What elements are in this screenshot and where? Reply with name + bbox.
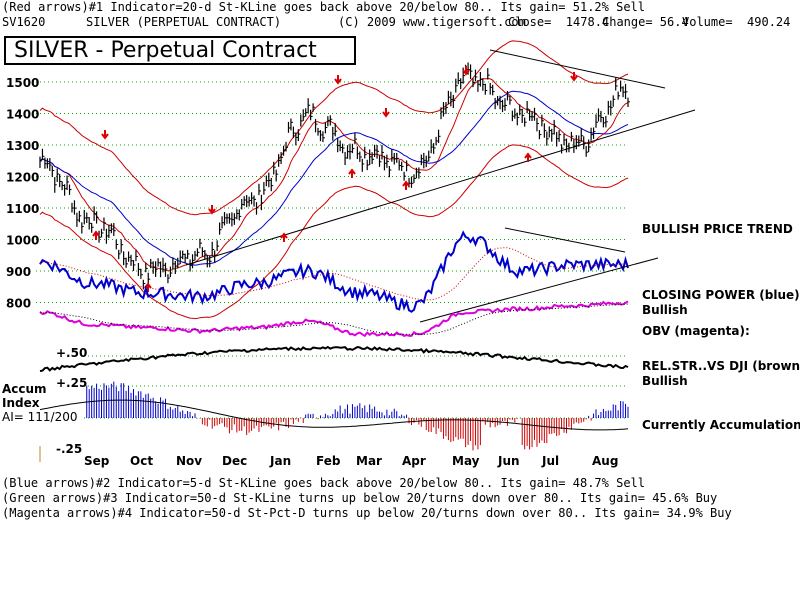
y-tick-label: 1200 <box>6 171 39 185</box>
header-change: Change= 56.4 <box>602 15 689 29</box>
header-copyright: (C) 2009 www.tigersoft.com <box>338 15 526 29</box>
header-close: Close= 1478.4 <box>508 15 610 29</box>
sell-arrow <box>334 75 342 85</box>
obv-line <box>39 300 629 338</box>
uptrend-line <box>185 109 696 266</box>
obv-ma-line <box>39 303 629 336</box>
sell-arrow <box>462 66 470 76</box>
y-tick-label: 1000 <box>6 234 39 248</box>
sell-arrow <box>570 72 578 82</box>
x-tick-label: Aug <box>592 454 618 468</box>
footer-line-magenta: (Magenta arrows)#4 Indicator=50-d St-Pct… <box>2 506 732 520</box>
header-name: SILVER (PERPETUAL CONTRACT) <box>86 15 282 29</box>
sell-arrow <box>101 130 109 140</box>
closing-power-ma-line <box>39 247 629 301</box>
closing-power-label: CLOSING POWER (blue): <box>642 288 800 302</box>
obv-label: OBV (magenta): <box>642 324 750 338</box>
chart-title: SILVER - Perpetual Contract <box>4 36 356 65</box>
relstr-line <box>39 345 629 373</box>
buy-arrow <box>402 180 410 190</box>
header-volume-placeholder: Volume= 490.24 <box>682 15 791 29</box>
accum-level-mid: +.25 <box>56 376 88 390</box>
x-tick-label: Sep <box>84 454 110 468</box>
ma-short-line <box>39 77 629 272</box>
index-label: Index <box>2 396 40 410</box>
y-tick-label: 1400 <box>6 108 39 122</box>
closing-power-line <box>39 230 629 313</box>
relstr-label: REL.STR..VS DJI (brown): <box>642 359 800 373</box>
accum-ma-line <box>39 399 629 431</box>
upper-band-line <box>39 40 629 216</box>
y-tick-label: 900 <box>6 265 31 279</box>
cp-support-line <box>419 257 659 323</box>
lower-band-line <box>39 144 629 320</box>
accum-label: Accum <box>2 382 47 396</box>
x-tick-label: Feb <box>316 454 341 468</box>
closing-power-value: Bullish <box>642 303 688 317</box>
x-tick-label: Dec <box>222 454 247 468</box>
relstr-value: Bullish <box>642 374 688 388</box>
y-tick-label: 1100 <box>6 202 39 216</box>
x-tick-label: Oct <box>130 454 153 468</box>
ai-score: AI= 111/200 <box>2 410 78 424</box>
buy-arrow <box>280 232 288 242</box>
sell-arrow <box>208 205 216 215</box>
accum-level-high: +.50 <box>56 346 88 360</box>
upper-trend-line <box>489 49 666 89</box>
x-tick-label: Jun <box>497 454 520 468</box>
cp-resistance-line <box>504 227 626 253</box>
sell-arrow <box>382 108 390 118</box>
ma-long-line <box>39 90 629 266</box>
buy-arrow <box>348 168 356 178</box>
y-tick-label: 1300 <box>6 139 39 153</box>
buy-arrow <box>524 152 532 162</box>
x-tick-label: Jan <box>269 454 291 468</box>
trend-label: BULLISH PRICE TREND <box>642 222 793 236</box>
y-tick-label: 800 <box>6 297 31 311</box>
footer-line-blue: (Blue arrows)#2 Indicator=5-d St-KLine g… <box>2 476 645 490</box>
x-tick-label: May <box>452 454 480 468</box>
footer-line-green: (Green arrows)#3 Indicator=50-d St-KLine… <box>2 491 718 505</box>
accum-state-label: Currently Accumulation <box>642 418 800 432</box>
y-tick-label: 1500 <box>6 76 39 90</box>
header-indicator-line: (Red arrows)#1 Indicator=20-d St-KLine g… <box>2 0 645 14</box>
x-tick-label: Mar <box>356 454 382 468</box>
accum-level-low: -.25 <box>56 442 83 456</box>
x-tick-label: Apr <box>402 454 426 468</box>
header-symbol: SV1620 <box>2 15 46 29</box>
x-tick-label: Nov <box>176 454 202 468</box>
buy-arrow <box>92 230 100 240</box>
x-tick-label: Jul <box>541 454 559 468</box>
